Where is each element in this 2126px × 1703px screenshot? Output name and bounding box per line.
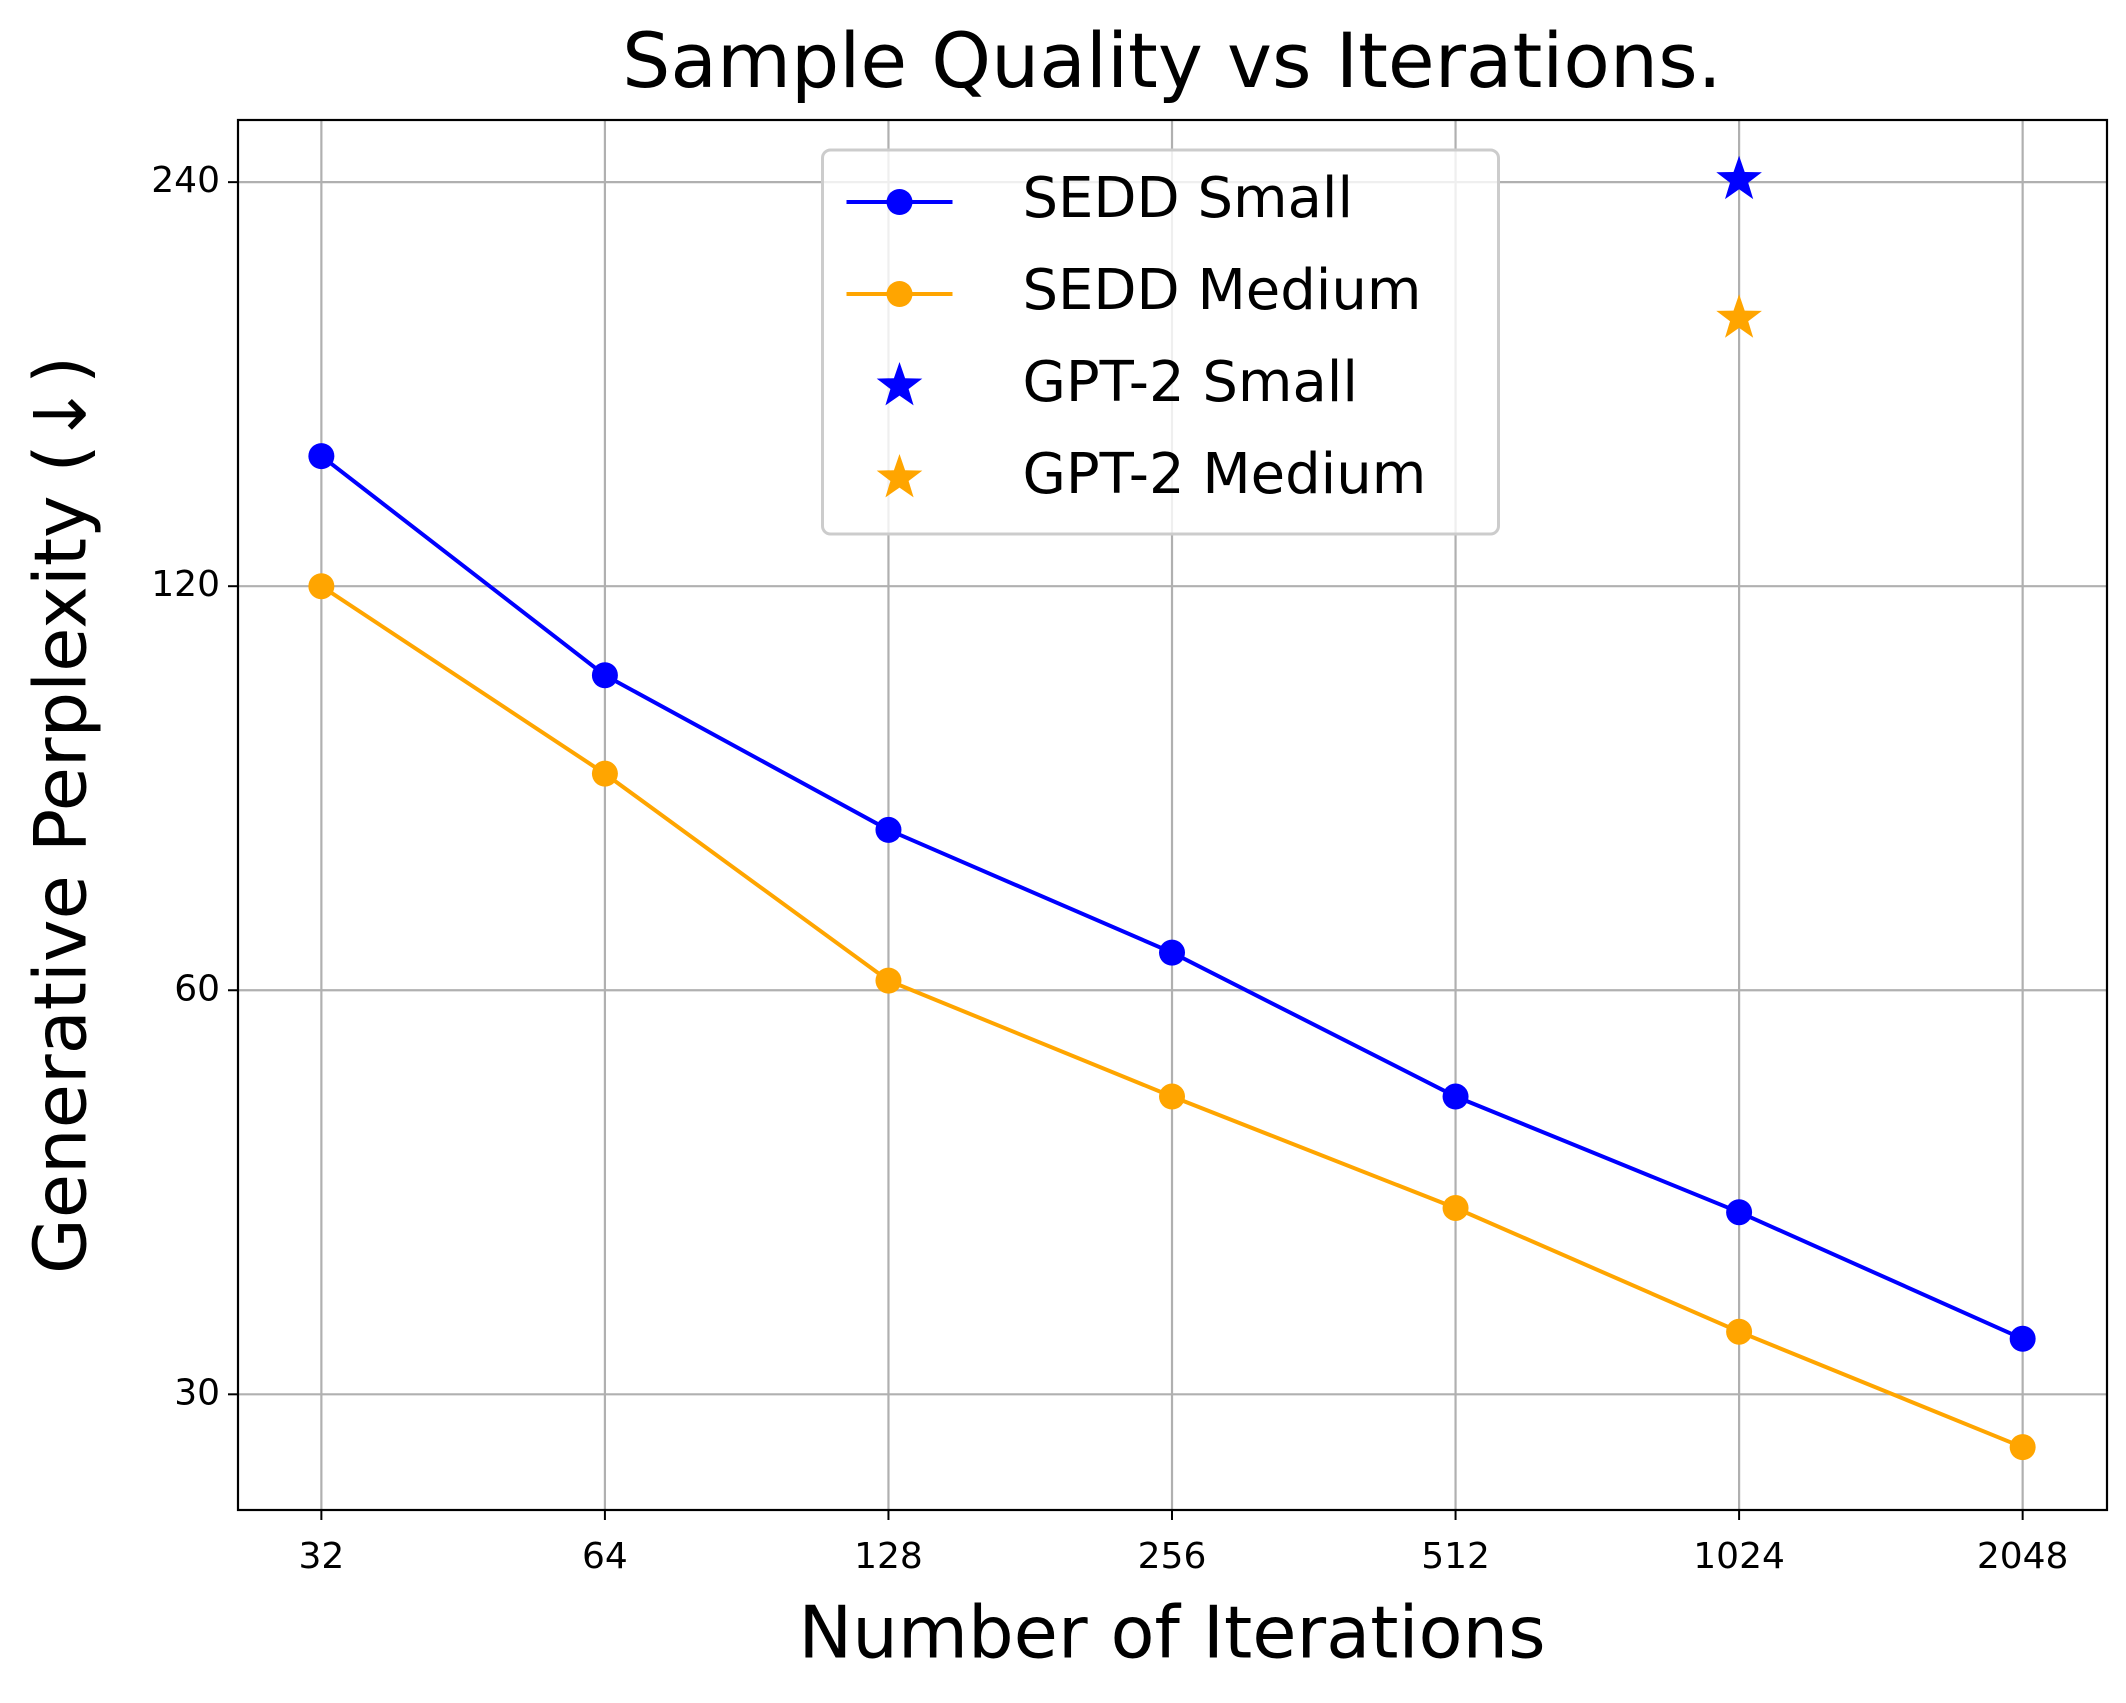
y-axis-label: Generative Perplexity (↓) [19, 356, 103, 1274]
plot-frame [236, 118, 2109, 1512]
legend-label: SEDD Small [1023, 166, 1354, 231]
point [2009, 1434, 2036, 1461]
legend-label: GPT-2 Small [1023, 350, 1358, 415]
legend-label: SEDD Medium [1023, 258, 1422, 323]
x-tick-label: 64 [582, 1536, 628, 1577]
point [1159, 1083, 1186, 1110]
x-tick-label: 512 [1421, 1536, 1490, 1577]
x-tick-label: 256 [1138, 1536, 1207, 1577]
point [1442, 1083, 1469, 1110]
legend-frame [821, 148, 1500, 536]
point [875, 967, 902, 994]
point [1726, 1199, 1753, 1226]
point [2009, 1325, 2036, 1352]
x-axis-label: Number of Iterations [798, 1591, 1545, 1675]
x-tick-label: 2048 [1977, 1536, 2069, 1577]
legend-marker [876, 454, 923, 498]
point [591, 662, 618, 689]
y-tick-label: 120 [151, 564, 220, 605]
y-tick-label: 30 [174, 1372, 220, 1413]
legend-marker [876, 362, 923, 406]
x-tick-label: 128 [854, 1536, 923, 1577]
y-tick-label: 60 [174, 968, 220, 1009]
point [875, 816, 902, 843]
point [1442, 1194, 1469, 1221]
point [591, 760, 618, 787]
legend-label: GPT-2 Medium [1023, 442, 1427, 507]
point [1726, 1318, 1753, 1345]
point [308, 573, 335, 600]
y-tick-label: 240 [151, 160, 220, 201]
legend: SEDD Small SEDD Medium GPT-2 Small GPT-2 Me… [821, 148, 1500, 536]
point [308, 443, 335, 470]
legend-marker [886, 189, 913, 215]
x-tick-label: 1024 [1693, 1536, 1785, 1577]
x-tick-label: 32 [298, 1536, 344, 1577]
point [1159, 939, 1186, 966]
star-marker [1716, 294, 1762, 338]
star-marker [1716, 155, 1762, 200]
chart-title: Sample Quality vs Iterations. [622, 16, 1722, 105]
legend-marker [886, 281, 913, 307]
